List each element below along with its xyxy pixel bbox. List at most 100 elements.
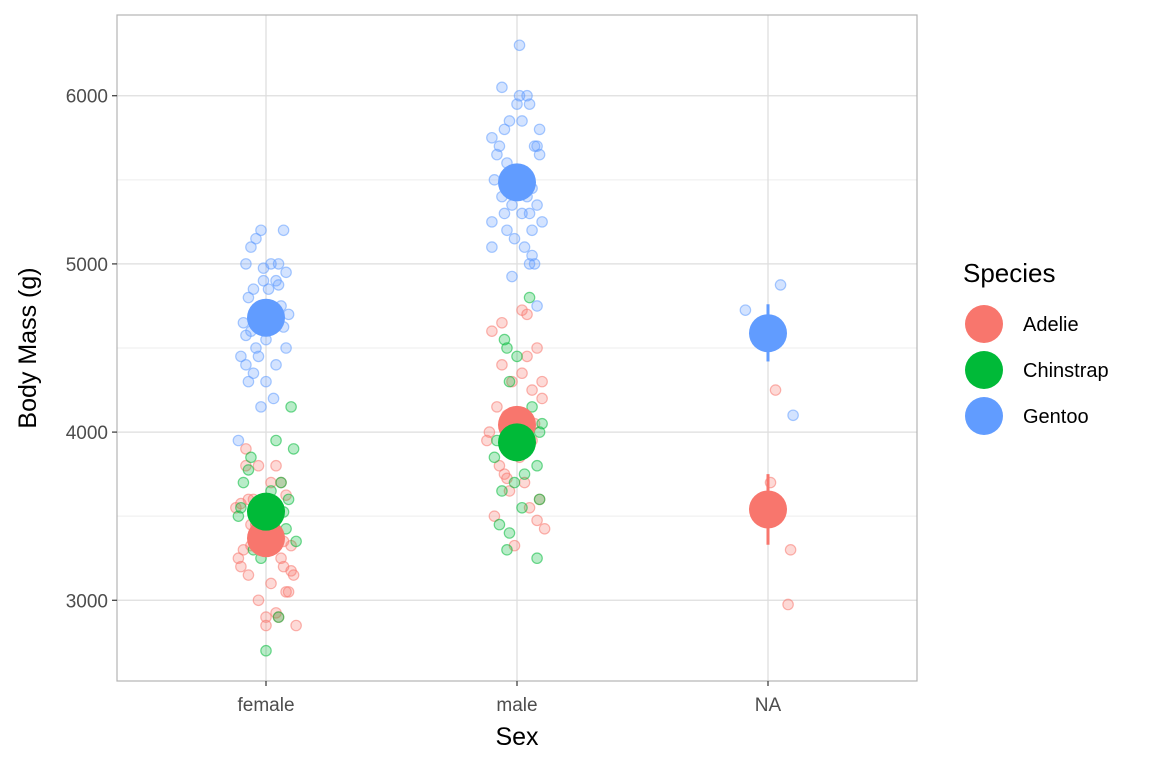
major-gridlines — [117, 15, 917, 681]
data-point-adelie — [496, 316, 508, 329]
legend-key-adelie — [965, 305, 1003, 343]
data-point-gentoo — [272, 258, 285, 270]
data-point-gentoo — [498, 207, 511, 220]
data-point-gentoo — [237, 316, 250, 329]
data-point-chinstrap — [270, 434, 282, 447]
data-point-gentoo — [486, 131, 498, 144]
mean-point-gentoo — [247, 298, 285, 337]
data-point-chinstrap — [245, 451, 257, 464]
mean-point-gentoo — [749, 314, 787, 353]
data-point-gentoo — [247, 283, 260, 295]
plot-panel — [116, 14, 918, 682]
data-point-gentoo — [526, 224, 538, 237]
data-point-adelie — [536, 392, 548, 405]
data-point-gentoo — [235, 350, 247, 363]
data-point-gentoo — [270, 359, 282, 371]
data-point-chinstrap — [523, 291, 536, 304]
data-point-gentoo — [774, 279, 787, 291]
data-point-adelie — [235, 560, 247, 573]
data-point-chinstrap — [518, 468, 531, 480]
data-point-chinstrap — [290, 535, 302, 548]
data-point-adelie — [260, 619, 272, 632]
x-tick-label: female — [237, 695, 294, 716]
data-point-adelie — [252, 459, 265, 472]
data-point-gentoo — [523, 207, 536, 220]
data-point-adelie — [232, 552, 245, 565]
data-point-gentoo — [245, 241, 257, 253]
y-axis-ticks: 3000 4000 5000 6000 — [66, 87, 117, 612]
data-point-gentoo — [250, 342, 262, 354]
data-point-gentoo — [486, 241, 498, 253]
data-point-gentoo — [531, 140, 543, 152]
data-point-chinstrap — [501, 342, 513, 354]
y-tick-label: 3000 — [66, 591, 108, 612]
data-point-chinstrap — [285, 401, 297, 413]
mean-point-gentoo — [498, 163, 536, 202]
data-point-gentoo — [533, 148, 546, 161]
group-means — [247, 163, 787, 558]
data-point-adelie — [491, 401, 503, 413]
data-point-gentoo — [242, 375, 255, 388]
data-point-adelie — [526, 384, 538, 396]
data-point-gentoo — [257, 274, 270, 287]
data-point-chinstrap — [237, 476, 250, 489]
legend-title: Species — [963, 258, 1056, 288]
data-point-adelie — [516, 304, 528, 316]
data-point-gentoo — [787, 409, 799, 422]
data-point-adelie — [769, 384, 782, 396]
data-point-gentoo — [526, 249, 538, 262]
x-tick-label: NA — [755, 695, 782, 716]
data-point-adelie — [242, 569, 255, 581]
data-point-chinstrap — [503, 527, 516, 539]
data-point-gentoo — [503, 115, 516, 127]
data-point-chinstrap — [272, 611, 285, 623]
data-point-adelie — [252, 594, 265, 607]
data-point-gentoo — [496, 81, 508, 94]
data-point-chinstrap — [531, 552, 543, 565]
data-point-gentoo — [493, 140, 506, 152]
data-point-chinstrap — [260, 644, 272, 657]
data-point-adelie — [531, 342, 543, 354]
data-point-gentoo — [240, 359, 252, 371]
data-point-adelie — [493, 459, 506, 472]
data-point-adelie — [488, 510, 501, 522]
legend-label-gentoo: Gentoo — [1023, 406, 1089, 428]
data-point-gentoo — [232, 434, 245, 447]
data-point-gentoo — [518, 241, 531, 253]
data-point-gentoo — [240, 258, 252, 270]
data-point-adelie — [240, 443, 252, 455]
data-point-gentoo — [280, 342, 292, 354]
data-point-chinstrap — [508, 476, 521, 489]
mean-point-chinstrap — [247, 492, 285, 531]
data-point-gentoo — [280, 266, 292, 279]
data-point-gentoo — [506, 199, 518, 211]
data-point-gentoo — [250, 232, 262, 245]
data-point-gentoo — [521, 89, 533, 102]
data-point-gentoo — [536, 216, 548, 228]
data-point-adelie — [516, 367, 528, 380]
data-point-adelie — [536, 375, 548, 388]
data-point-gentoo — [257, 262, 270, 274]
data-point-gentoo — [262, 283, 275, 295]
y-tick-label: 5000 — [66, 255, 108, 276]
data-point-adelie — [782, 598, 794, 611]
data-point-chinstrap — [287, 443, 300, 455]
data-point-chinstrap — [275, 476, 287, 489]
data-point-chinstrap — [232, 510, 245, 522]
data-point-gentoo — [491, 148, 503, 161]
legend: Species Adelie Chinstrap Gentoo — [963, 258, 1109, 435]
data-point-adelie — [290, 619, 302, 632]
mean-point-adelie — [247, 519, 285, 558]
legend-key-chinstrap — [965, 351, 1003, 389]
data-point-adelie — [496, 359, 508, 371]
data-point-chinstrap — [488, 451, 501, 464]
data-point-chinstrap — [511, 350, 523, 363]
data-point-gentoo — [513, 39, 526, 52]
data-point-gentoo — [501, 224, 513, 237]
data-point-gentoo — [498, 123, 511, 136]
data-point-chinstrap — [242, 464, 255, 476]
data-point-adelie — [531, 514, 543, 527]
data-point-chinstrap — [533, 426, 546, 438]
data-point-gentoo — [511, 98, 523, 110]
